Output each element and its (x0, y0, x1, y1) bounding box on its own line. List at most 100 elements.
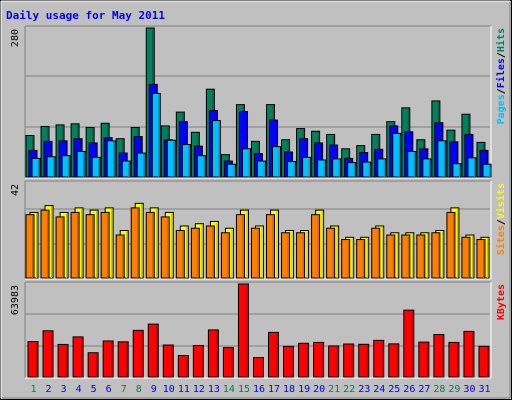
day-label-8: 8 (136, 384, 142, 395)
bar-pages-day-11 (181, 144, 191, 178)
bar-sites-day-10 (160, 216, 170, 279)
day-label-21: 21 (328, 384, 340, 395)
bar-kbytes-day-25 (388, 343, 400, 378)
bar-sites-day-12 (190, 227, 200, 279)
bar-kbytes-day-10 (162, 344, 174, 378)
day-label-26: 26 (403, 384, 415, 395)
bar-sites-day-19 (296, 232, 306, 279)
bar-kbytes-day-23 (358, 343, 370, 378)
bar-kbytes-day-1 (27, 341, 39, 378)
bar-kbytes-day-22 (343, 343, 355, 378)
bar-sites-day-7 (115, 234, 125, 279)
bar-kbytes-day-9 (147, 323, 159, 378)
bar-sites-day-4 (70, 211, 80, 279)
bar-pages-day-30 (467, 157, 477, 178)
bar-kbytes-day-4 (72, 336, 84, 378)
bar-sites-day-8 (130, 207, 140, 279)
series-legend: KBytes (496, 284, 507, 320)
bar-pages-day-2 (46, 156, 56, 178)
legend-entry: Sites (495, 225, 507, 255)
bar-pages-day-12 (196, 155, 206, 178)
bar-sites-day-24 (371, 227, 381, 279)
bar-pages-day-24 (377, 158, 387, 178)
legend-entry: Pages (496, 94, 507, 124)
day-axis-labels: 1 2 3 4 5 6 7 8 9 10 11 12 13 14 15 16 17 18 19 20 21 22 23 24 2… (31, 384, 491, 395)
bar-kbytes-day-8 (132, 329, 144, 378)
day-label-10: 10 (163, 384, 175, 395)
legend-entry: Files (495, 58, 507, 88)
day-label-20: 20 (313, 384, 325, 395)
bar-pages-day-23 (362, 161, 372, 178)
bar-sites-day-6 (100, 211, 110, 279)
day-label-17: 17 (268, 384, 280, 395)
bar-pages-day-7 (121, 160, 131, 178)
day-label-29: 29 (448, 384, 460, 395)
bar-kbytes-day-24 (373, 339, 385, 378)
bar-kbytes-day-15 (237, 283, 249, 378)
bar-pages-day-1 (31, 157, 41, 178)
bar-pages-day-15 (241, 148, 251, 178)
bar-sites-day-31 (476, 239, 486, 279)
bar-kbytes-day-11 (177, 354, 189, 378)
bar-sites-day-20 (311, 214, 321, 279)
bar-pages-day-22 (347, 162, 357, 178)
bar-pages-day-29 (452, 163, 462, 178)
bar-sites-day-18 (281, 232, 291, 279)
bar-sites-day-22 (341, 239, 351, 279)
bar-pages-day-26 (407, 150, 417, 178)
legend-entry: / (496, 219, 507, 225)
day-label-2: 2 (46, 384, 52, 395)
bar-pages-day-20 (317, 159, 327, 178)
bar-kbytes-day-20 (313, 341, 325, 378)
bar-sites-day-16 (250, 227, 260, 279)
bar-pages-day-16 (256, 160, 266, 178)
day-label-28: 28 (433, 384, 445, 395)
day-label-19: 19 (298, 384, 310, 395)
bar-pages-day-3 (61, 155, 71, 178)
bar-kbytes-day-7 (117, 341, 129, 378)
y-max-label: 42 (10, 184, 21, 196)
y-max-label: 63983 (10, 285, 21, 315)
bar-pages-day-10 (166, 139, 176, 178)
bar-sites-day-28 (431, 232, 441, 279)
y-max-label: 280 (10, 29, 21, 47)
bar-pages-day-9 (151, 92, 161, 178)
legend-entry: Hits (495, 28, 507, 52)
bar-kbytes-day-17 (268, 331, 280, 378)
panel-3: 63983 KBytes (10, 281, 507, 379)
series-legend: Pages/Files/Hits (495, 28, 507, 124)
legend-entry: / (496, 88, 507, 94)
bar-sites-day-11 (175, 230, 185, 279)
day-label-25: 25 (388, 384, 400, 395)
bar-sites-day-17 (266, 214, 276, 279)
day-label-1: 1 (31, 384, 37, 395)
legend-entry: KBytes (496, 284, 507, 320)
day-label-18: 18 (283, 384, 295, 395)
legend-entry: Visits (495, 183, 507, 219)
day-label-3: 3 (61, 384, 67, 395)
bar-kbytes-day-12 (192, 344, 204, 378)
day-label-30: 30 (463, 384, 475, 395)
bar-sites-day-1 (25, 214, 35, 279)
bar-pages-day-13 (211, 120, 221, 178)
day-label-7: 7 (121, 384, 127, 395)
bar-pages-day-17 (272, 146, 282, 178)
bar-pages-day-5 (91, 156, 101, 178)
bar-pages-day-8 (136, 152, 146, 178)
bar-kbytes-day-30 (463, 330, 475, 378)
series-legend: Sites/Visits (495, 183, 507, 255)
day-label-5: 5 (91, 384, 97, 395)
bar-kbytes-day-29 (448, 341, 460, 378)
bar-sites-day-15 (235, 214, 245, 279)
bar-pages-day-6 (106, 140, 116, 178)
bar-kbytes-day-14 (222, 347, 234, 378)
bar-kbytes-day-28 (433, 334, 445, 378)
bar-sites-day-2 (40, 209, 50, 279)
day-label-13: 13 (208, 384, 220, 395)
bar-sites-day-29 (446, 211, 456, 279)
bar-pages-day-4 (76, 150, 86, 178)
day-label-27: 27 (418, 384, 430, 395)
